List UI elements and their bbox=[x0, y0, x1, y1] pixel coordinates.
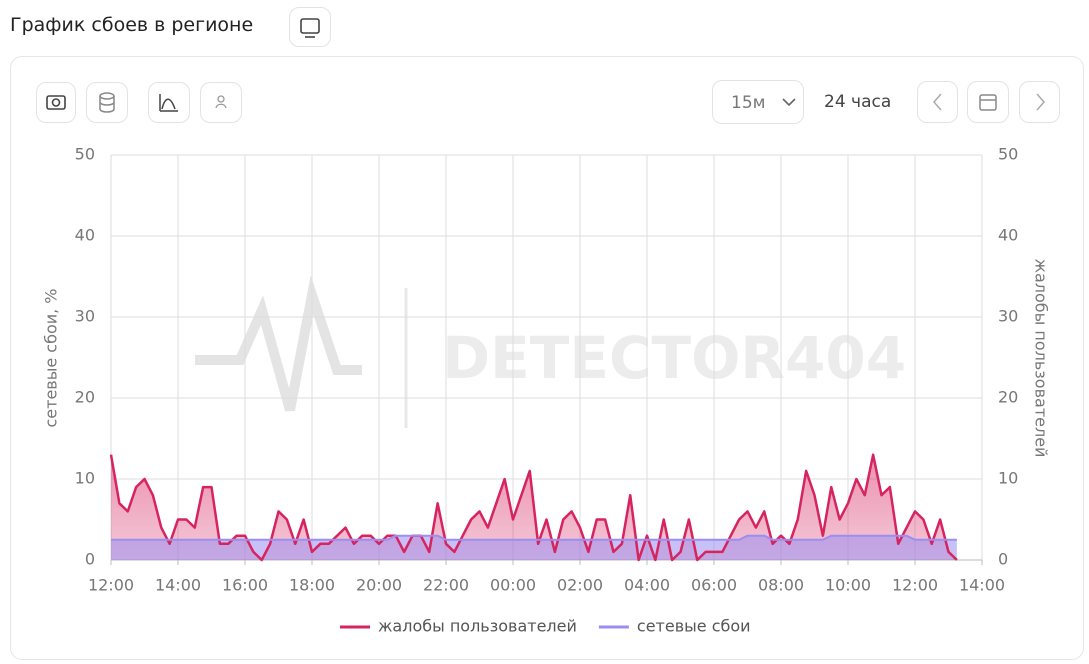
interval-select[interactable]: 15м bbox=[712, 80, 804, 124]
prev-button[interactable] bbox=[917, 81, 958, 123]
icon bbox=[99, 92, 115, 113]
screenshot-button[interactable] bbox=[36, 82, 76, 123]
icon bbox=[1036, 93, 1045, 111]
icon bbox=[933, 93, 942, 111]
range[interactable]: 24 часа bbox=[824, 92, 892, 112]
icon bbox=[979, 94, 997, 111]
icon bbox=[159, 94, 178, 112]
icon bbox=[46, 95, 66, 110]
data-button[interactable] bbox=[86, 82, 128, 123]
display-button[interactable] bbox=[289, 7, 331, 47]
icon bbox=[215, 95, 227, 109]
chart-card bbox=[10, 56, 1084, 660]
chart-mode-button[interactable] bbox=[148, 82, 190, 123]
calendar-button[interactable] bbox=[967, 81, 1009, 123]
next-button[interactable] bbox=[1019, 81, 1060, 123]
icon bbox=[300, 18, 320, 38]
page-title: График сбоев в регионе bbox=[10, 14, 254, 36]
icon bbox=[782, 98, 796, 107]
user-button[interactable] bbox=[200, 82, 242, 123]
interval: 15м bbox=[731, 93, 766, 113]
